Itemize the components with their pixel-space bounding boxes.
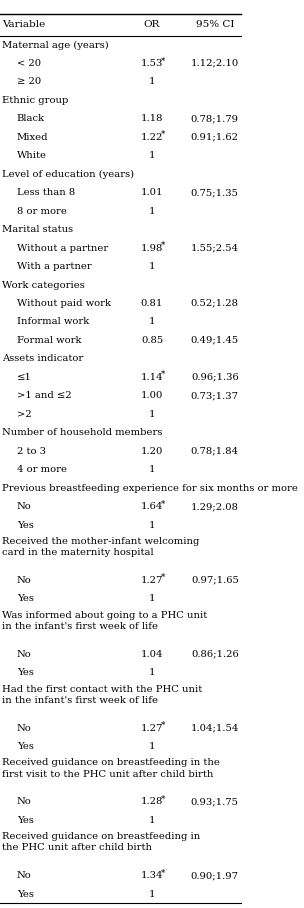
Text: 1.64: 1.64 [141,502,163,511]
Text: 1.18: 1.18 [141,114,163,123]
Text: No: No [17,872,32,880]
Text: Marital status: Marital status [2,225,74,234]
Text: Yes: Yes [17,742,34,751]
Text: 1: 1 [149,465,155,474]
Text: White: White [17,152,47,161]
Text: 95% CI: 95% CI [195,20,234,29]
Text: Yes: Yes [17,520,34,529]
Text: Yes: Yes [17,668,34,677]
Text: 1.14: 1.14 [141,373,163,381]
Text: *: * [161,794,165,804]
Text: Level of education (years): Level of education (years) [2,170,135,179]
Text: Yes: Yes [17,595,34,603]
Text: Without paid work: Without paid work [17,299,111,308]
Text: 0.52;1.28: 0.52;1.28 [191,299,239,308]
Text: >2: >2 [17,410,32,419]
Text: Number of household members: Number of household members [2,429,163,437]
Text: 1: 1 [149,207,155,216]
Text: Maternal age (years): Maternal age (years) [2,41,109,50]
Text: 0.86;1.26: 0.86;1.26 [191,650,239,658]
Text: 1: 1 [149,668,155,677]
Text: No: No [17,724,32,733]
Text: 1: 1 [149,890,155,899]
Text: *: * [161,130,165,139]
Text: 0.93;1.75: 0.93;1.75 [191,797,239,806]
Text: 0.49;1.45: 0.49;1.45 [191,336,239,345]
Text: 0.73;1.37: 0.73;1.37 [191,391,239,400]
Text: Received guidance on breastfeeding in
the PHC unit after child birth: Received guidance on breastfeeding in th… [2,833,201,853]
Text: 0.75;1.35: 0.75;1.35 [191,188,239,197]
Text: *: * [161,370,165,379]
Text: Less than 8: Less than 8 [17,188,75,197]
Text: *: * [161,499,165,508]
Text: Had the first contact with the PHC unit
in the infant's first week of life: Had the first contact with the PHC unit … [2,685,203,705]
Text: Variable: Variable [2,20,46,29]
Text: 1: 1 [149,262,155,271]
Text: Informal work: Informal work [17,318,89,326]
Text: 0.90;1.97: 0.90;1.97 [191,872,239,880]
Text: 1.27: 1.27 [141,724,163,733]
Text: Mixed: Mixed [17,133,48,142]
Text: Work categories: Work categories [2,281,85,290]
Text: 1: 1 [149,595,155,603]
Text: 1: 1 [149,410,155,419]
Text: 1.53: 1.53 [141,59,163,68]
Text: No: No [17,576,32,585]
Text: Was informed about going to a PHC unit
in the infant's first week of life: Was informed about going to a PHC unit i… [2,611,208,631]
Text: 0.97;1.65: 0.97;1.65 [191,576,239,585]
Text: 0.78;1.84: 0.78;1.84 [191,447,239,456]
Text: 1.12;2.10: 1.12;2.10 [191,59,239,68]
Text: 0.91;1.62: 0.91;1.62 [191,133,239,142]
Text: 1.34: 1.34 [141,872,163,880]
Text: 0.81: 0.81 [141,299,163,308]
Text: Yes: Yes [17,890,34,899]
Text: ≥ 20: ≥ 20 [17,77,41,86]
Text: 1: 1 [149,318,155,326]
Text: 1.04: 1.04 [141,650,163,658]
Text: >1 and ≤2: >1 and ≤2 [17,391,71,400]
Text: With a partner: With a partner [17,262,92,271]
Text: 4 or more: 4 or more [17,465,67,474]
Text: 1.04;1.54: 1.04;1.54 [191,724,239,733]
Text: Ethnic group: Ethnic group [2,96,69,105]
Text: Black: Black [17,114,45,123]
Text: Assets indicator: Assets indicator [2,354,84,363]
Text: 1.01: 1.01 [141,188,163,197]
Text: 1: 1 [149,742,155,751]
Text: 1.27: 1.27 [141,576,163,585]
Text: *: * [161,869,165,877]
Text: 1: 1 [149,520,155,529]
Text: *: * [161,56,165,65]
Text: 1.55;2.54: 1.55;2.54 [191,243,239,252]
Text: 1.20: 1.20 [141,447,163,456]
Text: Formal work: Formal work [17,336,81,345]
Text: No: No [17,797,32,806]
Text: 1.00: 1.00 [141,391,163,400]
Text: Without a partner: Without a partner [17,243,108,252]
Text: Yes: Yes [17,816,34,824]
Text: OR: OR [144,20,160,29]
Text: Received guidance on breastfeeding in the
first visit to the PHC unit after chil: Received guidance on breastfeeding in th… [2,758,220,778]
Text: 1.98: 1.98 [141,243,163,252]
Text: 0.85: 0.85 [141,336,163,345]
Text: 2 to 3: 2 to 3 [17,447,46,456]
Text: Received the mother-infant welcoming
card in the maternity hospital: Received the mother-infant welcoming car… [2,537,200,557]
Text: 0.96;1.36: 0.96;1.36 [191,373,239,381]
Text: *: * [161,241,165,250]
Text: 0.78;1.79: 0.78;1.79 [191,114,239,123]
Text: 1: 1 [149,152,155,161]
Text: 1.28: 1.28 [141,797,163,806]
Text: *: * [161,573,165,582]
Text: 1: 1 [149,77,155,86]
Text: *: * [161,721,165,730]
Text: 1.29;2.08: 1.29;2.08 [191,502,239,511]
Text: No: No [17,650,32,658]
Text: 1.22: 1.22 [141,133,163,142]
Text: < 20: < 20 [17,59,41,68]
Text: 1: 1 [149,816,155,824]
Text: ≤1: ≤1 [17,373,32,381]
Text: 8 or more: 8 or more [17,207,67,216]
Text: No: No [17,502,32,511]
Text: Previous breastfeeding experience for six months or more: Previous breastfeeding experience for si… [2,484,298,492]
